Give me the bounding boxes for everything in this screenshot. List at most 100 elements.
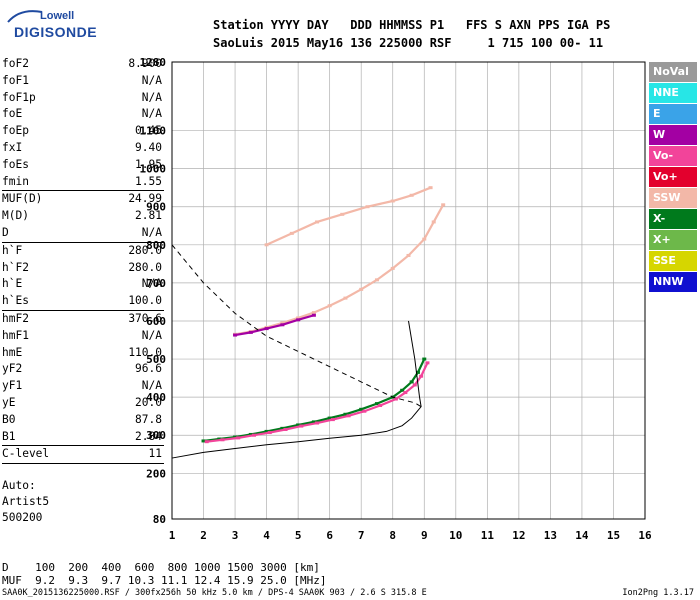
parameter-panel: foF2 8.900 foF1 N/A foF1p N/A foE N/A foEp 0.45 fx…	[2, 56, 164, 465]
param-name: yF1	[2, 379, 23, 393]
echo-point	[267, 431, 272, 435]
param-value: N/A	[141, 90, 162, 104]
echo-point	[220, 438, 225, 442]
x-tick-label: 1	[169, 529, 176, 542]
echo-point	[296, 423, 301, 427]
param-separator	[2, 309, 164, 311]
param-row: hmF1 N/A	[2, 328, 164, 345]
echo-point	[390, 395, 395, 399]
param-row: hmE 110.0	[2, 345, 164, 362]
echo-point	[412, 383, 417, 387]
param-row: h`Es 100.0	[2, 293, 164, 310]
param-row: foF1 N/A	[2, 73, 164, 90]
param-value: N/A	[141, 328, 162, 342]
legend-item: SSE	[649, 251, 697, 271]
echo-point	[315, 421, 320, 425]
legend-item: NNW	[649, 272, 697, 292]
legend-item: W	[649, 125, 697, 145]
param-row: D N/A	[2, 225, 164, 242]
header-line-1: Station YYYY DAY DDD HHMMSS P1 FFS S AXN…	[213, 18, 611, 32]
param-value: 1.95	[135, 157, 162, 171]
auto-program: Artist5	[2, 495, 50, 508]
chart-axes: 1 2 3 4 5 6 7 8 9 10 11 12 13 14 15 1680200300400500600…	[140, 56, 652, 542]
legend-item: NNE	[649, 83, 697, 103]
x-tick-label: 9	[421, 529, 428, 542]
echo-point	[441, 203, 446, 207]
echo-point	[233, 333, 238, 337]
echo-point	[248, 330, 253, 334]
muf-row: MUF 9.2 9.3 9.7 10.3 11.1 12.4 15.9 25.0…	[2, 574, 327, 587]
echo-point	[299, 424, 304, 428]
param-name: h`F2	[2, 260, 29, 274]
param-row: fxI 9.40	[2, 140, 164, 157]
param-name: MUF(D)	[2, 192, 43, 206]
echo-point	[264, 325, 269, 329]
echo-point	[296, 316, 301, 320]
echo-point	[264, 429, 269, 433]
x-tick-label: 8	[389, 529, 396, 542]
param-value: 2.81	[135, 209, 162, 223]
echo-point	[233, 332, 238, 336]
echo-point	[280, 321, 285, 325]
param-row: MUF(D) 24.99	[2, 191, 164, 208]
x-tick-label: 4	[263, 529, 270, 542]
param-value: N/A	[141, 379, 162, 393]
x-tick-label: 14	[575, 529, 589, 542]
echo-point	[425, 361, 430, 365]
param-row: B1 2.84	[2, 429, 164, 446]
echo-point	[340, 212, 345, 216]
param-value: 1.55	[135, 174, 162, 188]
x-tick-label: 16	[638, 529, 652, 542]
param-row: B0 87.8	[2, 412, 164, 429]
param-value: 2.84	[135, 429, 162, 443]
auto-scaling-info: Auto: Artist5 500200	[2, 478, 49, 526]
param-row: yF1 N/A	[2, 378, 164, 395]
param-row: foF1p N/A	[2, 90, 164, 107]
param-row: foEs 1.95	[2, 157, 164, 174]
param-row: hmF2 370.6	[2, 311, 164, 328]
x-tick-label: 3	[232, 529, 239, 542]
param-row: foE N/A	[2, 106, 164, 123]
param-value: 100.0	[128, 294, 162, 308]
param-name: D	[2, 225, 9, 239]
param-row: fmin 1.55	[2, 174, 164, 191]
echo-trace	[234, 314, 315, 337]
param-value: 9.40	[135, 140, 162, 154]
echo-point	[311, 311, 316, 315]
echo-trace	[206, 362, 429, 443]
param-row: yE 20.0	[2, 395, 164, 412]
echo-point	[378, 404, 383, 408]
param-value: 11	[148, 447, 162, 461]
echo-point	[217, 437, 222, 441]
param-value: N/A	[141, 277, 162, 291]
param-value: 96.6	[135, 362, 162, 376]
echo-point	[264, 327, 269, 331]
x-tick-label: 6	[326, 529, 333, 542]
legend: NoVal NNE E W Vo- Vo+ SSW X- X+ SSE NNW	[649, 62, 697, 293]
param-name: C-level	[2, 447, 50, 461]
echo-point	[264, 243, 269, 247]
param-value: N/A	[141, 107, 162, 121]
echo-point	[251, 433, 256, 437]
echo-point	[248, 432, 253, 436]
param-name: hmF2	[2, 311, 29, 325]
density-profile-line	[171, 320, 422, 459]
param-name: yF2	[2, 362, 23, 376]
echo-point	[390, 266, 395, 270]
echo-point	[359, 407, 364, 411]
param-name: foEs	[2, 157, 29, 171]
echo-trace	[203, 358, 426, 443]
x-tick-label: 12	[512, 529, 525, 542]
param-value: N/A	[141, 225, 162, 239]
echo-point	[315, 220, 320, 224]
param-separator	[2, 463, 164, 465]
echo-point	[236, 436, 241, 440]
auto-version: 500200	[2, 511, 43, 524]
param-row: h`F2 280.0	[2, 260, 164, 277]
echo-point	[330, 418, 335, 422]
echo-point	[289, 231, 294, 235]
echo-point	[374, 278, 379, 282]
echo-point	[343, 296, 348, 300]
echo-point	[409, 193, 414, 197]
echo-point	[374, 402, 379, 406]
